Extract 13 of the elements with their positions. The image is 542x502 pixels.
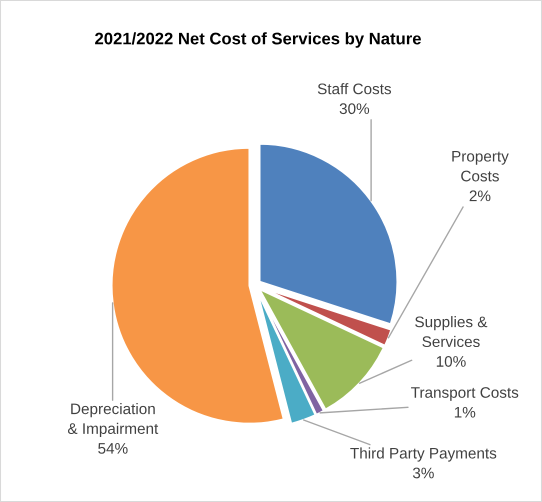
chart-title: 2021/2022 Net Cost of Services by Nature xyxy=(95,32,421,48)
data-label: 10% xyxy=(436,356,466,367)
data-label: 54% xyxy=(98,443,128,454)
slice-label: Supplies & Services xyxy=(415,316,488,348)
slice-label: Third Party Payments xyxy=(350,447,496,462)
slice-label: Staff Costs xyxy=(318,83,392,94)
data-label: 2% xyxy=(470,190,490,202)
data-label: 3% xyxy=(412,468,434,478)
slice-label: Transport Costs xyxy=(411,387,518,401)
data-label: 30% xyxy=(340,103,370,114)
slice-label: Depreciation & Impairment xyxy=(68,403,158,438)
slice-label: Property Costs xyxy=(452,151,509,182)
data-label: 1% xyxy=(454,406,476,418)
